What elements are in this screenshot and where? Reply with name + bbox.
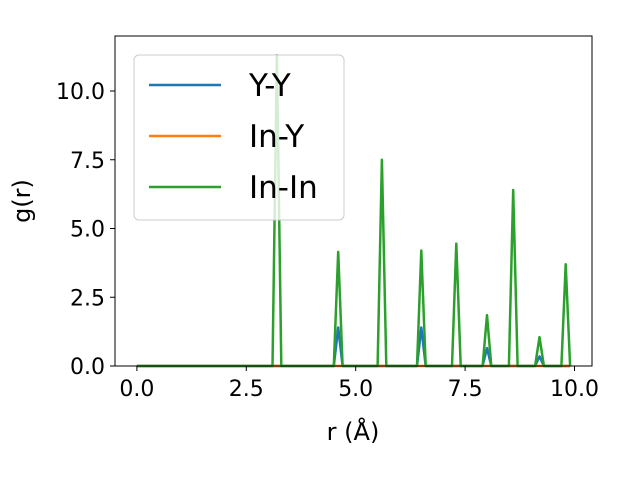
x-tick-label: 2.5 (229, 377, 264, 402)
plot-frame (114, 35, 593, 367)
legend-frame (133, 54, 345, 221)
y-tick-label: 2.5 (70, 286, 105, 311)
legend-label-1: In-Y (249, 119, 304, 155)
legend-label-2: In-In (249, 170, 318, 206)
x-tick-label: 10.0 (550, 377, 599, 402)
y-axis: 0.0 2.5 5.0 7.5 10.0 (56, 80, 115, 380)
y-axis-label: g(r) (8, 179, 36, 223)
y-tick-label: 7.5 (70, 149, 105, 174)
x-axis-label: r (Å) (327, 417, 380, 446)
legend: Y-Y In-Y In-In (133, 54, 345, 221)
x-tick-label: 5.0 (338, 377, 373, 402)
legend-label-0: Y-Y (248, 68, 291, 104)
y-tick-label: 10.0 (56, 80, 105, 105)
y-tick-label: 0.0 (70, 355, 105, 380)
series-line-2 (136, 53, 572, 368)
y-tick-label: 5.0 (70, 218, 105, 243)
x-tick-label: 0.0 (119, 377, 154, 402)
x-axis: 0.0 2.5 5.0 7.5 10.0 (119, 366, 599, 402)
x-tick-label: 7.5 (448, 377, 483, 402)
